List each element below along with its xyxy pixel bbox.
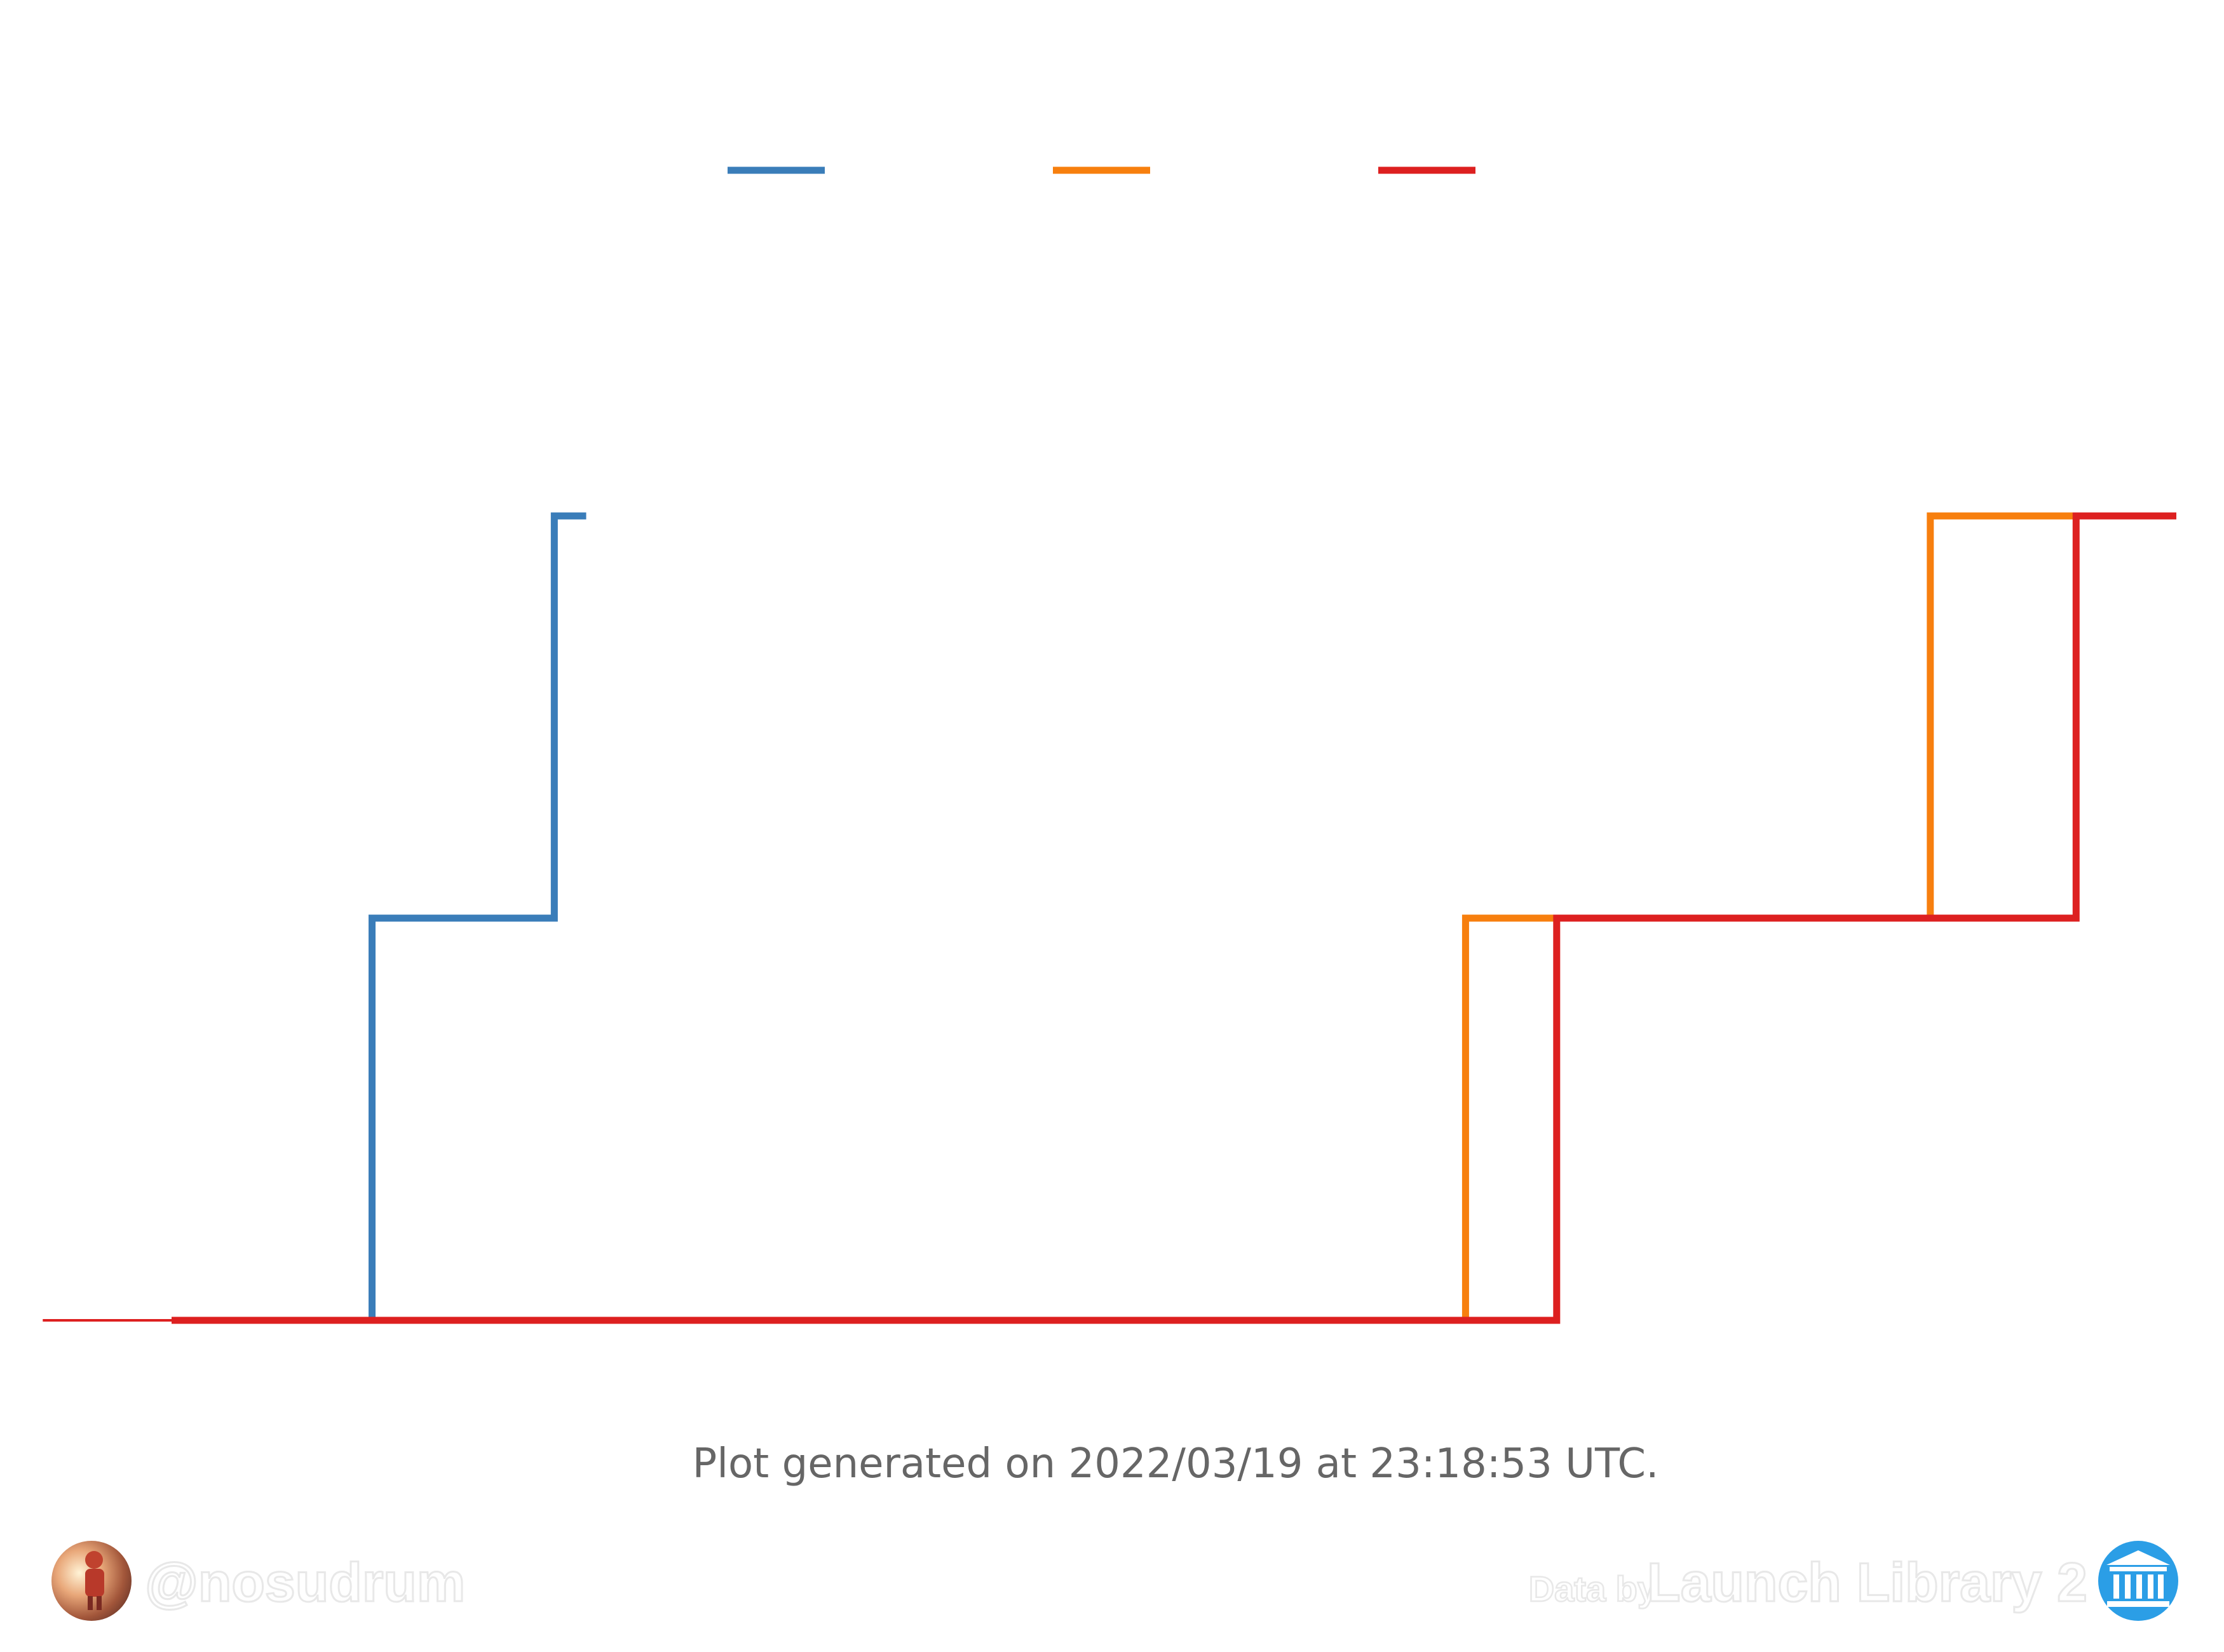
data-credit-source: Launch Library 2 <box>1647 1552 2087 1613</box>
series-line-1 <box>172 512 587 1324</box>
launch-library-logo-icon <box>2098 1541 2178 1621</box>
data-credit-prefix: Data by <box>1529 1569 1657 1609</box>
series-line-3 <box>172 512 2176 1324</box>
generation-timestamp: Plot generated on 2022/03/19 at 23:18:53… <box>693 1440 1659 1487</box>
plot-area <box>43 512 2176 1324</box>
astronaut-avatar-icon <box>51 1541 132 1621</box>
author-handle: @nosudrum <box>145 1552 465 1613</box>
